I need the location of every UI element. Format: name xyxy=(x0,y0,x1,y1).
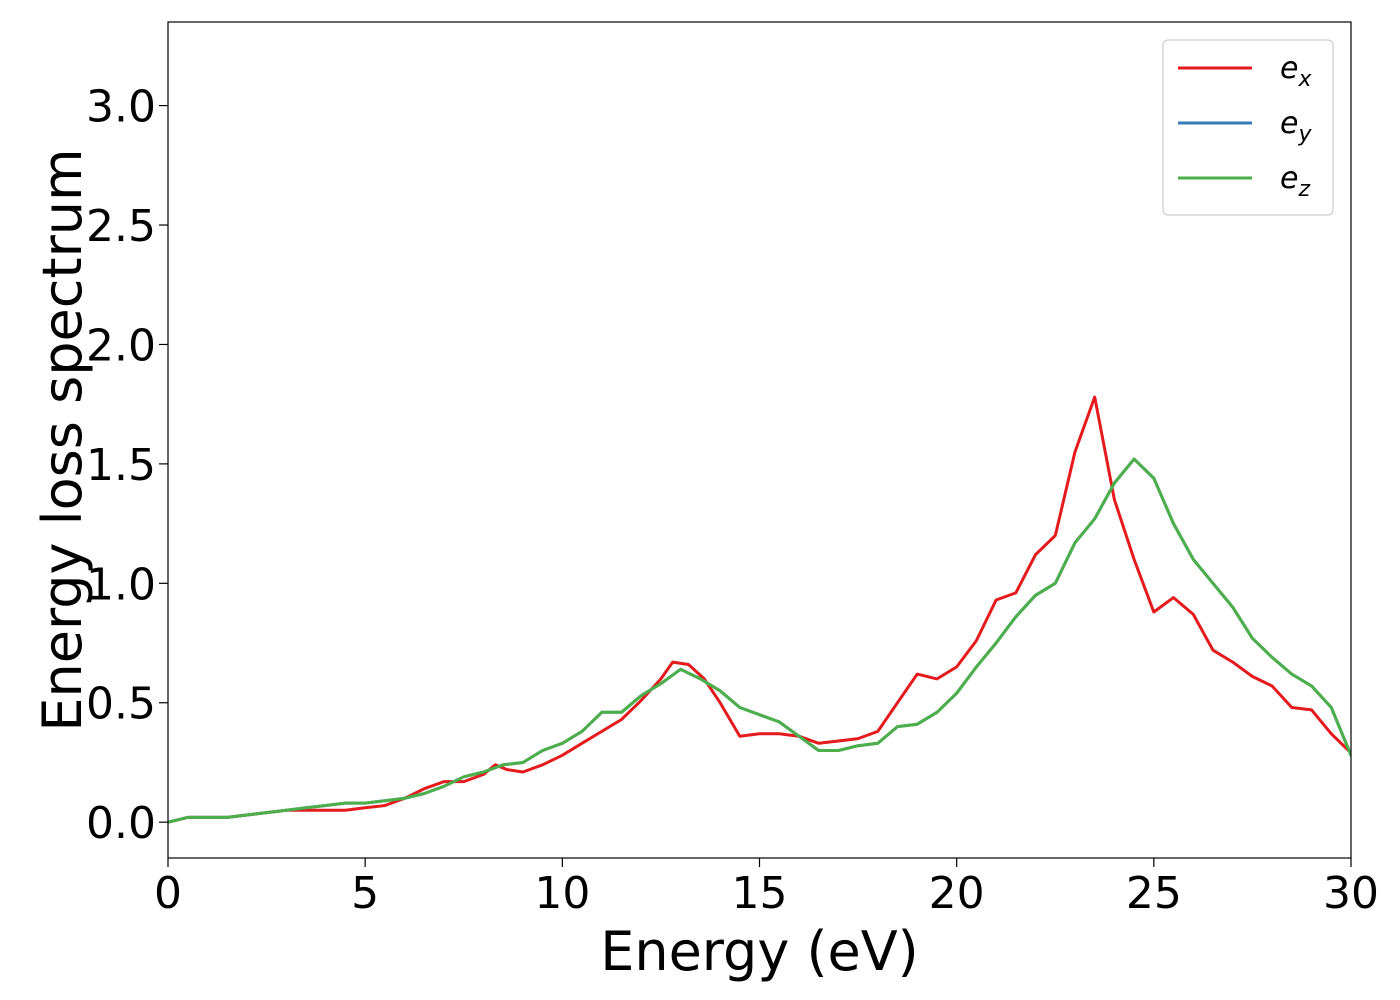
x-tick-label: 30 xyxy=(1323,868,1379,919)
y-tick-label: 1.5 xyxy=(86,440,156,491)
y-tick-label: 3.0 xyxy=(86,82,156,133)
legend: ex ey ez xyxy=(1162,39,1334,216)
legend-label-z: ez xyxy=(1280,161,1310,202)
series-layer xyxy=(168,395,1351,824)
y-axis-title: Energy loss spectrum xyxy=(31,148,94,731)
x-tick-label: 15 xyxy=(732,868,788,919)
y-tick-label: 1.0 xyxy=(86,559,156,610)
series-line-z xyxy=(168,457,1351,824)
x-axis-title: Energy (eV) xyxy=(600,920,919,983)
y-tick-label: 0.0 xyxy=(86,798,156,849)
x-tick-label: 25 xyxy=(1126,868,1182,919)
y-axis: 0.0 0.5 1.0 1.5 2.0 2.5 3.0 xyxy=(86,82,168,849)
legend-label-y: ey xyxy=(1280,106,1312,147)
x-tick-label: 10 xyxy=(534,868,590,919)
legend-box xyxy=(1162,39,1334,216)
y-tick-label: 2.5 xyxy=(86,201,156,252)
y-tick-label: 0.5 xyxy=(86,679,156,730)
x-tick-label: 0 xyxy=(154,868,182,919)
x-axis: 0 5 10 15 20 25 30 xyxy=(154,858,1379,919)
legend-label-x: ex xyxy=(1280,51,1312,92)
x-tick-label: 20 xyxy=(929,868,985,919)
series-line-x xyxy=(168,395,1351,824)
y-tick-label: 2.0 xyxy=(86,320,156,371)
x-tick-label: 5 xyxy=(351,868,379,919)
